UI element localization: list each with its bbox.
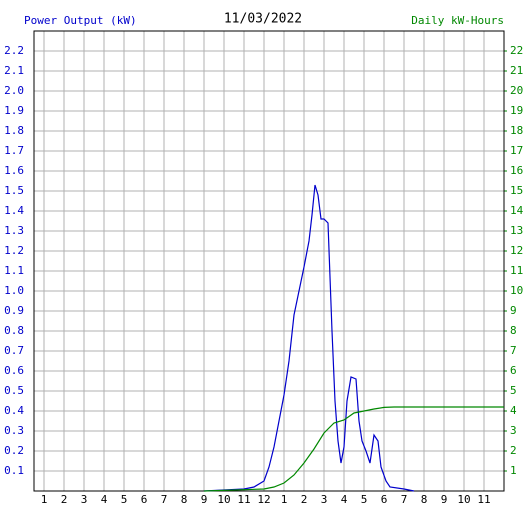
y2-tick-label: 19 xyxy=(510,104,523,117)
x-tick-label: 1 xyxy=(41,493,48,506)
x-tick-label: 2 xyxy=(301,493,308,506)
y-tick-label: 0.5 xyxy=(4,384,24,397)
x-tick-label: 8 xyxy=(181,493,188,506)
y2-tick-label: 9 xyxy=(510,304,517,317)
x-tick-label: 5 xyxy=(121,493,128,506)
y2-tick-label: 4 xyxy=(510,404,517,417)
y-tick-label: 1.2 xyxy=(4,244,24,257)
y2-tick-label: 1 xyxy=(510,464,517,477)
y-tick-label: 1.4 xyxy=(4,204,24,217)
x-tick-label: 6 xyxy=(141,493,148,506)
y-tick-label: 0.9 xyxy=(4,304,24,317)
y-tick-label: 1.9 xyxy=(4,104,24,117)
y2-tick-label: 20 xyxy=(510,84,523,97)
y-tick-label: 1.3 xyxy=(4,224,24,237)
y-tick-label: 1.6 xyxy=(4,164,24,177)
y2-tick-label: 22 xyxy=(510,44,523,57)
y-tick-label: 0.1 xyxy=(4,464,24,477)
data-line xyxy=(203,406,504,492)
y2-tick-label: 5 xyxy=(510,384,517,397)
y2-tick-label: 14 xyxy=(510,204,524,217)
y-axis-label: Power Output (kW) xyxy=(24,14,137,27)
y-tick-label: 0.3 xyxy=(4,424,24,437)
y-tick-label: 0.2 xyxy=(4,444,24,457)
y2-tick-label: 16 xyxy=(510,164,523,177)
x-tick-label: 11 xyxy=(477,493,490,506)
x-tick-label: 9 xyxy=(441,493,448,506)
x-tick-label: 10 xyxy=(457,493,470,506)
y2-axis-label: Daily kW-Hours xyxy=(411,14,504,27)
x-tick-label: 4 xyxy=(101,493,108,506)
y2-tick-label: 13 xyxy=(510,224,523,237)
y2-tick-label: 21 xyxy=(510,64,523,77)
y2-tick-label: 12 xyxy=(510,244,523,257)
y2-tick-label: 8 xyxy=(510,324,517,337)
x-tick-label: 4 xyxy=(341,493,348,506)
x-tick-label: 7 xyxy=(161,493,168,506)
x-tick-label: 11 xyxy=(237,493,250,506)
x-tick-label: 7 xyxy=(401,493,408,506)
y-tick-label: 2.1 xyxy=(4,64,24,77)
y2-tick-label: 6 xyxy=(510,364,517,377)
y2-tick-label: 18 xyxy=(510,124,523,137)
x-tick-label: 10 xyxy=(217,493,230,506)
y2-tick-label: 11 xyxy=(510,264,523,277)
y-tick-label: 1.1 xyxy=(4,264,24,277)
x-tick-label: 8 xyxy=(421,493,428,506)
y-tick-label: 1.5 xyxy=(4,184,24,197)
chart-title: 11/03/2022 xyxy=(224,12,302,27)
x-tick-label: 2 xyxy=(61,493,68,506)
y-tick-label: 1.0 xyxy=(4,284,24,297)
y2-tick-label: 10 xyxy=(510,284,523,297)
y2-tick-label: 17 xyxy=(510,144,523,157)
y2-tick-label: 3 xyxy=(510,424,517,437)
x-tick-label: 9 xyxy=(201,493,208,506)
y-tick-label: 1.8 xyxy=(4,124,24,137)
y-tick-label: 0.7 xyxy=(4,344,24,357)
y-tick-label: 1.7 xyxy=(4,144,24,157)
x-tick-label: 5 xyxy=(361,493,368,506)
x-tick-label: 1 xyxy=(281,493,288,506)
x-tick-label: 3 xyxy=(321,493,328,506)
y2-tick-label: 2 xyxy=(510,444,517,457)
y-tick-label: 0.4 xyxy=(4,404,24,417)
y2-tick-label: 7 xyxy=(510,344,517,357)
y-tick-label: 0.6 xyxy=(4,364,24,377)
data-line xyxy=(203,184,415,492)
x-tick-label: 3 xyxy=(81,493,88,506)
y-tick-label: 0.8 xyxy=(4,324,24,337)
x-tick-label: 6 xyxy=(381,493,388,506)
plot-border xyxy=(33,30,505,492)
y-tick-label: 2.0 xyxy=(4,84,24,97)
y2-tick-label: 15 xyxy=(510,184,523,197)
y-tick-label: 2.2 xyxy=(4,44,24,57)
x-tick-label: 12 xyxy=(257,493,270,506)
